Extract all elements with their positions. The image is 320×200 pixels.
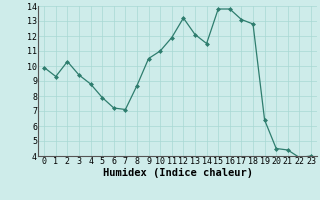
X-axis label: Humidex (Indice chaleur): Humidex (Indice chaleur) [103,168,252,178]
